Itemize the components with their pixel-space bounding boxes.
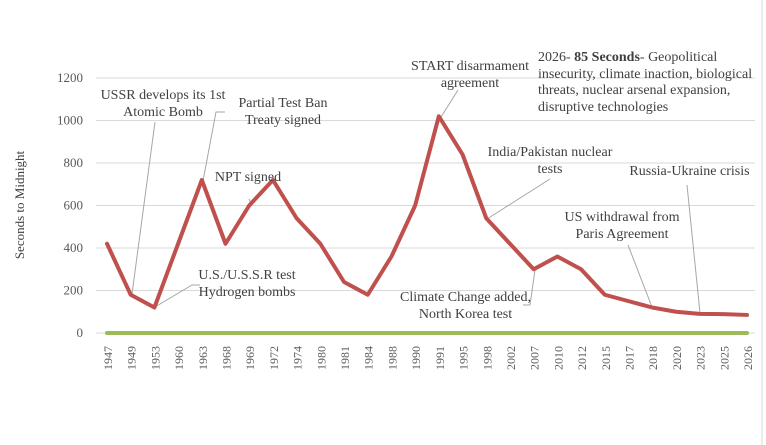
x-tick-label: 1998: [480, 346, 494, 370]
x-tick-label: 1981: [338, 346, 352, 370]
annotation-text: U.S./U.S.S.R test: [198, 268, 296, 283]
annotation-text: tests: [537, 161, 563, 177]
annotation-text: Hydrogen bombs: [198, 284, 296, 300]
annotation-text: India/Pakistan nuclear: [487, 145, 613, 160]
annotation-start: START disarmament agreement: [405, 59, 535, 92]
note-text: - Geopolitical insecurity, climate inact…: [538, 50, 753, 115]
annotation-climate: Climate Change added, North Korea test: [388, 290, 543, 323]
annotation-npt: NPT signed: [208, 170, 288, 187]
x-tick-label: 2020: [670, 346, 684, 370]
annotation-text: Partial Test Ban: [238, 96, 328, 111]
x-tick-label: 1947: [101, 346, 115, 370]
x-tick-label: 2017: [622, 346, 636, 370]
annotation-russia: Russia-Ukraine crisis: [622, 164, 757, 181]
x-tick-label: 2002: [504, 346, 518, 370]
x-tick-label: 1984: [362, 346, 376, 370]
leader-line-india: [486, 178, 551, 220]
x-tick-label: 2025: [717, 346, 731, 370]
leader-line-russia: [686, 184, 701, 314]
y-tick-label: 600: [64, 198, 84, 213]
x-tick-label: 1995: [457, 346, 471, 370]
y-tick-label: 200: [64, 283, 84, 298]
annotation-text: NPT signed: [214, 170, 282, 185]
leader-line-test-ban: [202, 111, 225, 182]
note-year: 2026-: [538, 50, 571, 65]
x-tick-label: 2012: [575, 346, 589, 370]
annotation-2026-note: 2026- 85 Seconds- Geopolitical insecurit…: [538, 50, 753, 116]
annotation-text: Russia-Ukraine crisis: [629, 164, 750, 179]
y-tick-label: 1200: [57, 70, 83, 85]
annotation-test-ban: Partial Test Ban Treaty signed: [223, 96, 343, 129]
annotation-text: Atomic Bomb: [123, 104, 203, 120]
annotation-text: Climate Change added,: [399, 290, 532, 305]
leader-line-ussr: [131, 121, 156, 295]
x-tick-label: 1949: [125, 346, 139, 370]
note-seconds: 85 Seconds: [574, 50, 640, 65]
annotation-text: agreement: [440, 75, 500, 91]
annotation-text: US withdrawal from: [564, 210, 680, 225]
annotation-ussr: USSR develops its 1st Atomic Bomb: [88, 88, 238, 121]
x-tick-label: 2018: [646, 346, 660, 370]
y-tick-label: 400: [64, 240, 84, 255]
x-tick-label: 2007: [528, 346, 542, 370]
x-tick-label: 2026: [741, 346, 755, 370]
annotation-hydrogen: U.S./U.S.S.R test Hydrogen bombs: [187, 268, 307, 301]
leader-line-paris: [627, 244, 653, 308]
leader-line-hydrogen: [154, 284, 200, 308]
series-line-0: [105, 114, 749, 317]
x-tick-label: 1974: [291, 346, 305, 370]
x-tick-label: 1988: [385, 346, 399, 370]
leader-line-start: [440, 89, 459, 118]
x-tick-label: 1990: [409, 346, 423, 370]
leader-line-climate: [523, 269, 536, 306]
x-tick-label: 2015: [599, 346, 613, 370]
x-tick-label: 1953: [148, 346, 162, 370]
annotation-text: USSR develops its 1st: [100, 88, 226, 103]
annotation-text: START disarmament: [411, 59, 529, 74]
x-tick-label: 1963: [196, 346, 210, 370]
x-tick-label: 1972: [267, 346, 281, 370]
annotation-paris: US withdrawal from Paris Agreement: [557, 210, 687, 243]
y-tick-label: 800: [64, 155, 84, 170]
annotation-text: Treaty signed: [244, 112, 322, 128]
x-tick-label: 2023: [694, 346, 708, 370]
x-tick-label: 1960: [172, 346, 186, 370]
x-tick-label: 1968: [220, 346, 234, 370]
x-tick-label: 2010: [551, 346, 565, 370]
x-tick-label: 1980: [314, 346, 328, 370]
y-tick-label: 0: [77, 325, 84, 340]
y-tick-label: 1000: [57, 113, 83, 128]
x-tick-label: 1991: [433, 346, 447, 370]
annotation-text: North Korea test: [418, 306, 513, 322]
x-tick-label: 1969: [243, 346, 257, 370]
y-axis-label: Seconds to Midnight: [12, 150, 27, 260]
annotation-text: Paris Agreement: [575, 226, 669, 242]
annotation-india: India/Pakistan nuclear tests: [475, 145, 625, 178]
